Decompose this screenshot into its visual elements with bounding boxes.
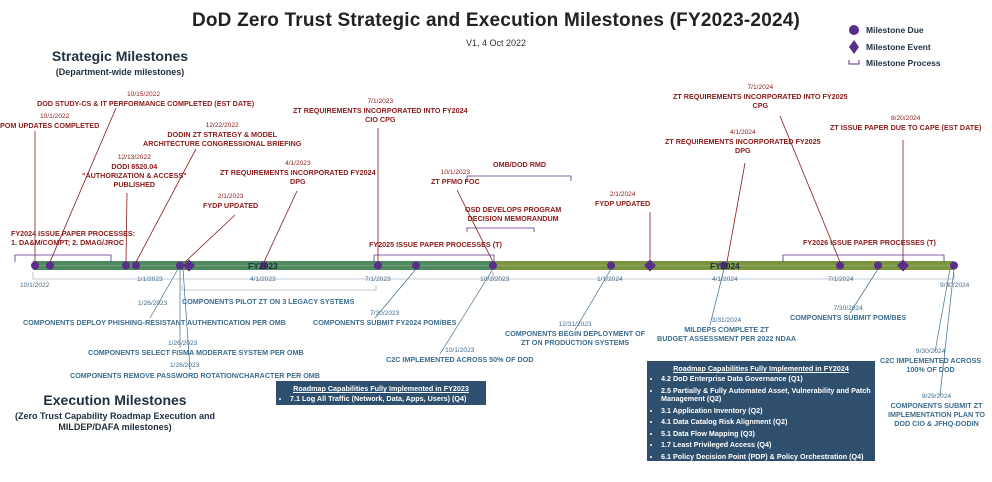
legend-due-label: Milestone Due	[866, 25, 924, 35]
exec-fisma-moderate: COMPONENTS SELECT FISMA MODERATE SYSTEM …	[88, 348, 304, 357]
due-marker	[31, 261, 39, 270]
milestone-zt-req-fy2025-dpg: 4/1/2024 ZT REQUIREMENTS INCORPORATED FY…	[665, 129, 821, 155]
due-marker	[260, 261, 268, 270]
milestone-omb-dod-rmd: OMB/DOD RMD	[493, 160, 547, 169]
legend-due-icon	[849, 25, 859, 35]
process-bracket-fy2025-issue	[373, 254, 495, 262]
roadmap-fy2024-item: 5.1 Data Flow Mapping (Q3)	[661, 429, 875, 439]
axis-date: 7/1/2024	[828, 276, 854, 283]
axis-date: 1/1/2023	[137, 276, 163, 283]
roadmap-fy2024-item: 3.1 Application Inventory (Q2)	[661, 406, 875, 416]
due-marker	[46, 261, 54, 270]
strategic-section-subtitle: (Department-wide milestones)	[55, 67, 185, 77]
roadmap-fy2024-item: 4.1 Data Catalog Risk Alignment (Q2)	[661, 417, 875, 427]
due-marker	[950, 261, 958, 270]
version-label: V1, 4 Oct 2022	[465, 38, 527, 48]
process-bracket-below-fy24	[492, 272, 955, 280]
exec-date-e2: 1/26/2023	[168, 340, 198, 347]
due-marker	[489, 261, 497, 270]
milestone-pom-updates: 10/1/2022 POM UPDATES COMPLETED	[0, 113, 100, 130]
due-marker	[132, 261, 140, 270]
due-marker	[874, 261, 882, 270]
milestone-fydp-updated-2024: 2/1/2024 FYDP UPDATED	[595, 191, 651, 208]
event-marker	[183, 259, 195, 272]
execution-section-title: Execution Milestones	[43, 392, 187, 408]
milestone-dodin-zt-strategy: 12/22/2022 DODIN ZT STRATEGY & MODEL ARC…	[143, 122, 302, 148]
due-marker	[412, 261, 420, 270]
fy2023-label: FY2023	[248, 261, 278, 271]
execution-section-subtitle-1: (Zero Trust Capability Roadmap Execution…	[14, 411, 216, 421]
axis-date: 10/1/2022	[20, 282, 50, 289]
execution-section-subtitle-2: MILDEP/DAFA milestones)	[58, 422, 172, 432]
page-title: DoD Zero Trust Strategic and Execution M…	[191, 10, 801, 31]
exec-mildeps-budget: 3/31/2024 MILDEPS COMPLETE ZT BUDGET ASS…	[657, 317, 797, 343]
milestone-zt-issue-paper-cape: 8/20/2024 ZT ISSUE PAPER DUE TO CAPE (ES…	[830, 115, 982, 132]
roadmap-fy2024-item: 1.7 Least Privileged Access (Q4)	[661, 440, 875, 450]
event-marker	[644, 259, 656, 272]
process-bracket-fy2024-issue	[14, 254, 112, 262]
process-fy2025-issue-paper: FY2025 ISSUE PAPER PROCESSES (T)	[369, 240, 502, 249]
legend-process-icon	[848, 60, 860, 65]
roadmap-fy2023-item: 7.1 Log All Traffic (Network, Data, Apps…	[290, 394, 486, 404]
roadmap-fy2024-item: 6.1 Policy Decision Point (PDP) & Policy…	[661, 452, 875, 462]
milestone-zt-req-fy2024-dpg: 4/1/2023 ZT REQUIREMENTS INCORPORATED FY…	[220, 160, 376, 186]
axis-date: 10/1/2023	[480, 276, 510, 283]
fy2024-label: FY2024	[710, 261, 740, 271]
roadmap-fy2024-heading: Roadmap Capabilities Fully Implemented i…	[673, 364, 849, 373]
event-marker	[897, 259, 909, 272]
roadmap-fy2024-item: 2.5 Partially & Fully Automated Asset, V…	[661, 386, 875, 404]
exec-submit-fy2024-pom: 7/30/2023 COMPONENTS SUBMIT FY2024 POM/B…	[313, 310, 457, 327]
roadmap-fy2024-box: Roadmap Capabilities Fully Implemented i…	[647, 361, 875, 461]
milestone-osd-pdm: OSD DEVELOPS PROGRAM DECISION MEMORANDUM	[465, 205, 562, 223]
milestone-fydp-updated-2023: 2/1/2023 FYDP UPDATED	[203, 193, 259, 210]
roadmap-fy2024-item: 4.2 DoD Enterprise Data Governance (Q1)	[661, 374, 875, 384]
process-bracket-fy2026-issue	[782, 254, 945, 262]
milestone-zt-req-fy2025-cpg: 7/1/2024 ZT REQUIREMENTS INCORPORATED IN…	[673, 84, 848, 110]
process-fy2024-issue-paper: FY2024 ISSUE PAPER PROCESSES: 1. DA&M/CO…	[11, 229, 136, 247]
legend-event-label: Milestone Event	[866, 42, 931, 52]
exec-c2c-100: 9/30/2024 C2C IMPLEMENTED ACROSS 100% OF…	[880, 348, 982, 374]
milestone-zt-pfmo-foc: 10/1/2023 ZT PFMO FOC	[431, 169, 480, 186]
due-marker	[720, 261, 728, 270]
milestone-dodi-8520: 12/13/2022 DODI 8520.04 "AUTHORIZATION &…	[82, 154, 187, 189]
process-bracket-omb-rmd	[466, 175, 572, 181]
axis-date: 4/1/2024	[712, 276, 738, 283]
axis-date: 1/1/2024	[597, 276, 623, 283]
process-bracket-osd-pdm	[466, 227, 535, 232]
axis-date: 7/1/2023	[365, 276, 391, 283]
exec-submit-pom-2024: 7/30/2024 COMPONENTS SUBMIT POM/BES	[790, 305, 907, 322]
due-marker	[607, 261, 615, 270]
due-marker	[836, 261, 844, 270]
milestone-dod-study: 10/15/2022 DOD STUDY-CS & IT PERFORMANCE…	[37, 91, 255, 108]
exec-pilot-legacy: COMPONENTS PILOT ZT ON 3 LEGACY SYSTEMS	[182, 297, 355, 306]
due-marker	[122, 261, 130, 270]
axis-date: 9/30/2024	[940, 282, 970, 289]
due-marker	[374, 261, 382, 270]
axis-date: 4/1/2023	[250, 276, 276, 283]
exec-phishing-resistant-auth: COMPONENTS DEPLOY PHISHING-RESISTANT AUT…	[23, 318, 286, 327]
exec-password-rotation: COMPONENTS REMOVE PASSWORD ROTATION/CHAR…	[70, 371, 320, 380]
exec-zt-impl-plan: 9/29/2024 COMPONENTS SUBMIT ZT IMPLEMENT…	[888, 393, 986, 428]
exec-begin-deployment: 12/31/2023 COMPONENTS BEGIN DEPLOYMENT O…	[505, 321, 646, 347]
strategic-section-title: Strategic Milestones	[51, 48, 189, 64]
exec-date-e3: 1/26/2023	[170, 362, 200, 369]
process-bracket-pilot	[181, 285, 377, 291]
due-marker	[176, 261, 184, 270]
exec-date-e1: 1/26/2023	[138, 300, 168, 307]
legend-process-label: Milestone Process	[866, 58, 941, 68]
milestone-zt-req-fy2024-cpg: 7/1/2023 ZT REQUIREMENTS INCORPORATED IN…	[293, 98, 468, 124]
roadmap-fy2023-heading: Roadmap Capabilities Fully Implemented i…	[293, 384, 469, 393]
roadmap-fy2023-box: Roadmap Capabilities Fully Implemented i…	[276, 381, 486, 405]
legend-event-icon	[849, 40, 859, 54]
process-fy2026-issue-paper: FY2026 ISSUE PAPER PROCESSES (T)	[803, 238, 936, 247]
exec-c2c-50: 10/1/2023 C2C IMPLEMENTED ACROSS 50% OF …	[386, 347, 534, 364]
